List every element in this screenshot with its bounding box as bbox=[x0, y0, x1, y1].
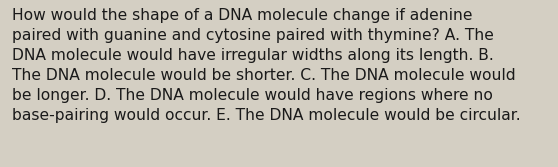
Text: How would the shape of a DNA molecule change if adenine
paired with guanine and : How would the shape of a DNA molecule ch… bbox=[12, 8, 521, 123]
